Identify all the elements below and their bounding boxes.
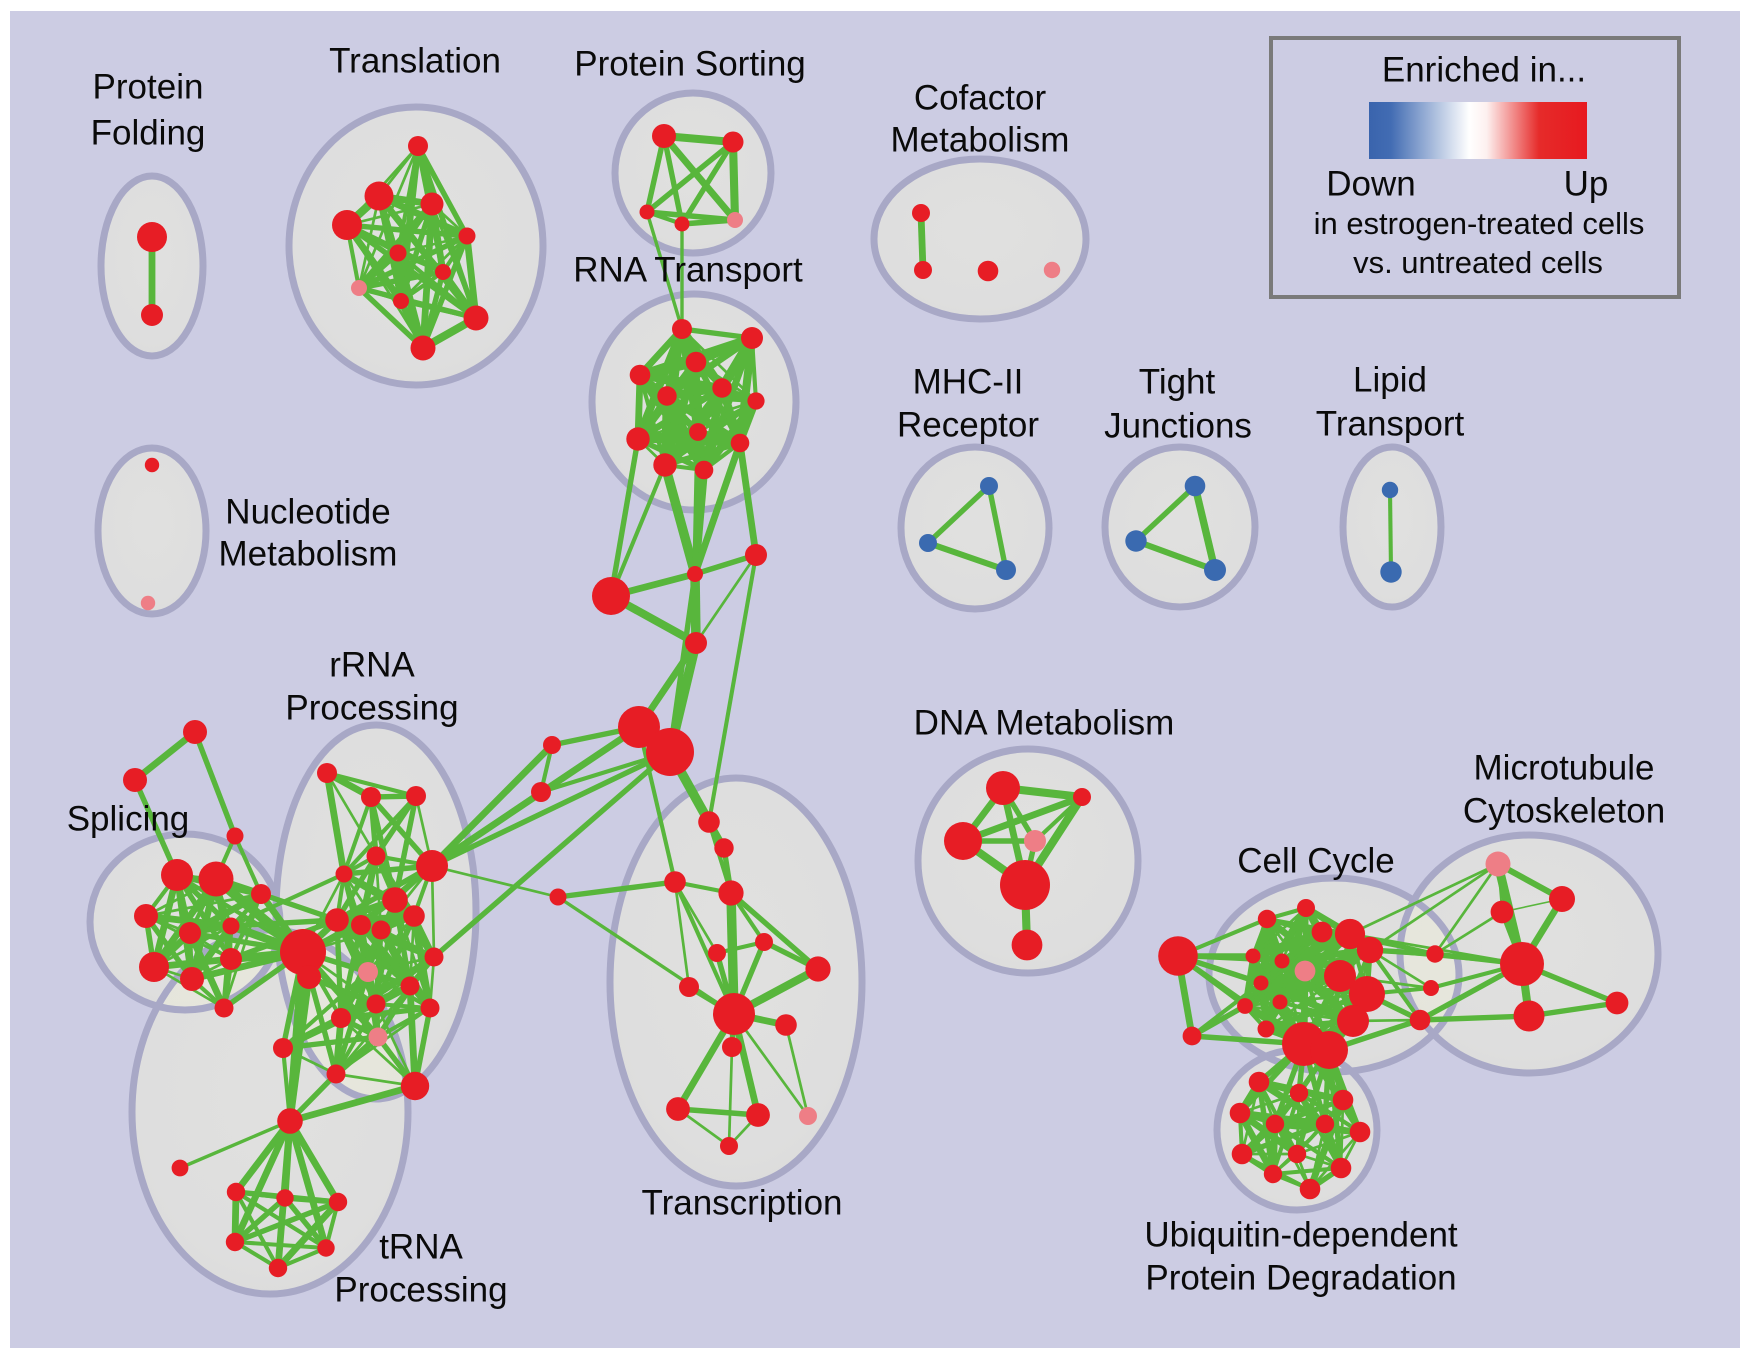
- svg-text:Splicing: Splicing: [67, 799, 190, 838]
- svg-text:Folding: Folding: [91, 113, 206, 152]
- svg-text:RNA Transport: RNA Transport: [573, 250, 803, 289]
- svg-text:in estrogen-treated cells: in estrogen-treated cells: [1314, 206, 1645, 241]
- svg-text:Microtubule: Microtubule: [1474, 748, 1655, 787]
- svg-text:vs. untreated cells: vs. untreated cells: [1353, 245, 1603, 280]
- svg-text:Cell Cycle: Cell Cycle: [1237, 841, 1395, 880]
- svg-text:rRNA: rRNA: [329, 645, 415, 684]
- svg-text:Transport: Transport: [1316, 404, 1465, 443]
- svg-text:Up: Up: [1564, 164, 1609, 203]
- svg-text:Cytoskeleton: Cytoskeleton: [1463, 791, 1665, 830]
- svg-text:Protein Degradation: Protein Degradation: [1145, 1258, 1456, 1297]
- svg-text:Processing: Processing: [285, 688, 458, 727]
- svg-text:Nucleotide: Nucleotide: [225, 492, 390, 531]
- svg-text:Metabolism: Metabolism: [891, 120, 1070, 159]
- svg-text:Protein: Protein: [93, 67, 204, 106]
- svg-text:Receptor: Receptor: [897, 405, 1039, 444]
- svg-text:Transcription: Transcription: [642, 1183, 843, 1222]
- svg-text:Down: Down: [1326, 164, 1415, 203]
- svg-text:Cofactor: Cofactor: [914, 78, 1047, 117]
- svg-text:tRNA: tRNA: [379, 1227, 463, 1266]
- svg-text:Translation: Translation: [329, 41, 501, 80]
- svg-text:DNA Metabolism: DNA Metabolism: [914, 703, 1175, 742]
- svg-text:Ubiquitin-dependent: Ubiquitin-dependent: [1144, 1215, 1458, 1254]
- svg-text:Junctions: Junctions: [1104, 406, 1252, 445]
- svg-text:Metabolism: Metabolism: [219, 534, 398, 573]
- svg-text:Lipid: Lipid: [1353, 360, 1427, 399]
- svg-text:Tight: Tight: [1139, 362, 1216, 401]
- svg-text:Enriched in...: Enriched in...: [1382, 50, 1586, 89]
- svg-text:MHC-II: MHC-II: [913, 362, 1024, 401]
- svg-text:Protein Sorting: Protein Sorting: [574, 44, 806, 83]
- svg-text:Processing: Processing: [334, 1270, 507, 1309]
